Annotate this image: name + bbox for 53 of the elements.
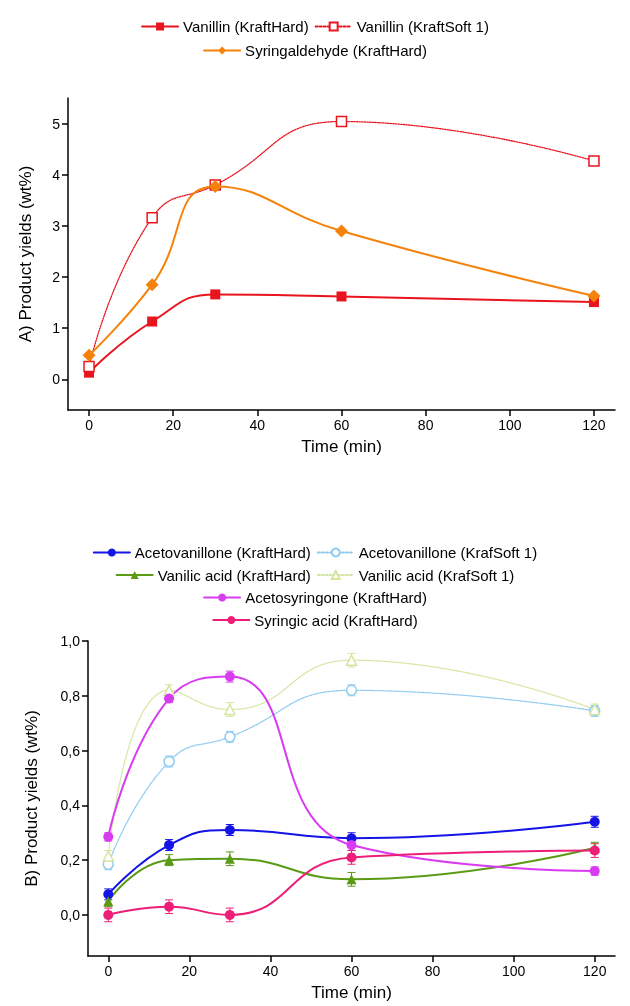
y-axis-title: A) Product yields (wt%) bbox=[16, 165, 35, 343]
x-tick-label: 100 bbox=[501, 963, 526, 979]
x-tick-label: 40 bbox=[262, 963, 279, 979]
legend-label: Syringic acid (KraftHard) bbox=[254, 611, 418, 629]
x-tick-label: 60 bbox=[343, 963, 360, 979]
y-tick-label: 3 bbox=[52, 217, 61, 234]
x-tick-label: 60 bbox=[333, 417, 350, 433]
point bbox=[147, 316, 158, 327]
x-tick-label: 100 bbox=[498, 417, 522, 433]
x-tick-label: 20 bbox=[165, 417, 182, 433]
point bbox=[588, 155, 600, 167]
y-tick-label: 1 bbox=[52, 320, 61, 337]
x-axis-title: Time (min) bbox=[301, 437, 382, 456]
y-tick-label: 0 bbox=[52, 371, 61, 388]
y-axis-title: B) Product yields (wt%) bbox=[22, 710, 41, 887]
x-tick-label: 80 bbox=[417, 417, 434, 433]
legend-label: Vanillin (KraftHard) bbox=[183, 18, 309, 35]
point bbox=[164, 693, 175, 704]
legend-label: Vanilic acid (KraftHard) bbox=[157, 566, 311, 584]
y-tick-label: 2 bbox=[52, 269, 61, 286]
point bbox=[210, 289, 221, 300]
legend-label: Acetovanillone (KraftHard) bbox=[134, 544, 311, 561]
x-tick-label: 120 bbox=[583, 963, 607, 979]
y-tick-label: 4 bbox=[52, 166, 61, 183]
y-tick-label: 0,8 bbox=[60, 687, 81, 704]
y-tick-label: 0,6 bbox=[60, 742, 81, 759]
x-tick-label: 0 bbox=[85, 417, 94, 433]
x-tick-label: 0 bbox=[104, 963, 113, 979]
point bbox=[335, 115, 348, 128]
x-tick-label: 120 bbox=[582, 417, 606, 433]
y-tick-label: 1,0 bbox=[60, 633, 81, 649]
point bbox=[346, 840, 357, 851]
point bbox=[102, 850, 115, 862]
y-tick-label: 5 bbox=[52, 115, 61, 132]
legend-label: Acetosyringone (KraftHard) bbox=[245, 589, 427, 606]
y-tick-label: 0,0 bbox=[60, 906, 81, 923]
legend-label: Vanilic acid (KrafSoft 1) bbox=[358, 566, 515, 584]
x-tick-label: 40 bbox=[249, 417, 266, 433]
y-tick-label: 0,4 bbox=[60, 797, 81, 814]
point bbox=[145, 278, 159, 292]
point bbox=[146, 211, 158, 224]
point bbox=[82, 348, 96, 362]
point bbox=[335, 224, 348, 238]
x-tick-label: 80 bbox=[424, 963, 441, 979]
point bbox=[587, 289, 601, 303]
legend-label: Syringaldehyde (KraftHard) bbox=[245, 42, 427, 59]
x-tick-label: 20 bbox=[181, 963, 198, 979]
legend-label: Acetovanillone (KrafSoft 1) bbox=[358, 544, 538, 561]
x-axis-title: Time (min) bbox=[311, 983, 392, 1002]
legend-label: Vanillin (KraftSoft 1) bbox=[356, 18, 489, 35]
y-tick-label: 0,2 bbox=[60, 852, 81, 869]
point bbox=[83, 360, 95, 373]
point bbox=[336, 291, 347, 302]
